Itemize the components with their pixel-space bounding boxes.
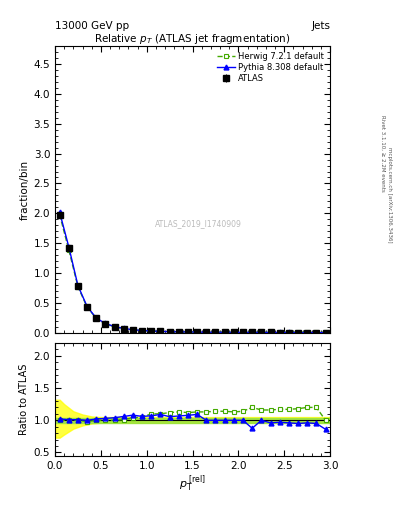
Herwig 7.2.1 default: [250, 329, 255, 335]
Herwig 7.2.1 default: [85, 304, 90, 310]
Herwig 7.2.1 default: [213, 329, 218, 335]
Herwig 7.2.1 default: [167, 329, 172, 335]
Herwig 7.2.1 default: [66, 247, 71, 253]
Pythia 8.308 default: [231, 329, 236, 335]
Pythia 8.308 default: [204, 329, 209, 335]
Text: ATLAS_2019_I1740909: ATLAS_2019_I1740909: [154, 219, 242, 228]
Pythia 8.308 default: [176, 329, 181, 335]
Pythia 8.308 default: [75, 283, 80, 289]
Herwig 7.2.1 default: [241, 329, 245, 335]
Herwig 7.2.1 default: [204, 329, 209, 335]
Pythia 8.308 default: [57, 209, 62, 215]
Pythia 8.308 default: [268, 329, 273, 335]
Pythia 8.308 default: [213, 329, 218, 335]
Pythia 8.308 default: [149, 328, 154, 334]
Pythia 8.308 default: [94, 315, 99, 321]
Herwig 7.2.1 default: [185, 329, 190, 335]
Herwig 7.2.1 default: [130, 327, 135, 333]
X-axis label: $p_{\rm T}^{\;\rm [rel]}$: $p_{\rm T}^{\;\rm [rel]}$: [179, 473, 206, 494]
Herwig 7.2.1 default: [305, 329, 310, 335]
Herwig 7.2.1 default: [176, 329, 181, 335]
Pythia 8.308 default: [130, 327, 135, 333]
Herwig 7.2.1 default: [286, 329, 291, 335]
Pythia 8.308 default: [222, 329, 227, 335]
Pythia 8.308 default: [259, 329, 264, 335]
Pythia 8.308 default: [286, 329, 291, 335]
Herwig 7.2.1 default: [323, 329, 328, 335]
Text: mcplots.cern.ch [arXiv:1306.3436]: mcplots.cern.ch [arXiv:1306.3436]: [387, 147, 391, 242]
Herwig 7.2.1 default: [112, 324, 117, 330]
Pythia 8.308 default: [66, 244, 71, 250]
Pythia 8.308 default: [112, 324, 117, 330]
Pythia 8.308 default: [305, 329, 310, 335]
Text: Rivet 3.1.10, ≥ 2.2M events: Rivet 3.1.10, ≥ 2.2M events: [381, 115, 386, 192]
Herwig 7.2.1 default: [268, 329, 273, 335]
Pythia 8.308 default: [158, 328, 163, 334]
Line: Pythia 8.308 default: Pythia 8.308 default: [57, 210, 328, 335]
Herwig 7.2.1 default: [57, 211, 62, 218]
Pythia 8.308 default: [167, 329, 172, 335]
Herwig 7.2.1 default: [231, 329, 236, 335]
Herwig 7.2.1 default: [222, 329, 227, 335]
Title: Relative $p_{T}$ (ATLAS jet fragmentation): Relative $p_{T}$ (ATLAS jet fragmentatio…: [94, 32, 291, 46]
Pythia 8.308 default: [121, 326, 126, 332]
Herwig 7.2.1 default: [314, 329, 319, 335]
Herwig 7.2.1 default: [75, 284, 80, 290]
Text: Jets: Jets: [311, 20, 330, 31]
Pythia 8.308 default: [185, 329, 190, 335]
Y-axis label: Ratio to ATLAS: Ratio to ATLAS: [19, 364, 29, 435]
Y-axis label: fraction/bin: fraction/bin: [19, 159, 29, 220]
Pythia 8.308 default: [314, 329, 319, 335]
Herwig 7.2.1 default: [140, 328, 145, 334]
Pythia 8.308 default: [277, 329, 282, 335]
Herwig 7.2.1 default: [277, 329, 282, 335]
Pythia 8.308 default: [296, 329, 300, 335]
Herwig 7.2.1 default: [149, 328, 154, 334]
Text: 13000 GeV pp: 13000 GeV pp: [55, 20, 129, 31]
Legend: Herwig 7.2.1 default, Pythia 8.308 default, ATLAS: Herwig 7.2.1 default, Pythia 8.308 defau…: [215, 50, 326, 85]
Pythia 8.308 default: [103, 321, 108, 327]
Line: Herwig 7.2.1 default: Herwig 7.2.1 default: [57, 212, 328, 335]
Pythia 8.308 default: [140, 328, 145, 334]
Herwig 7.2.1 default: [121, 326, 126, 332]
Pythia 8.308 default: [195, 329, 200, 335]
Pythia 8.308 default: [250, 329, 255, 335]
Herwig 7.2.1 default: [259, 329, 264, 335]
Herwig 7.2.1 default: [296, 329, 300, 335]
Pythia 8.308 default: [85, 304, 90, 310]
Herwig 7.2.1 default: [94, 315, 99, 322]
Herwig 7.2.1 default: [158, 328, 163, 334]
Pythia 8.308 default: [323, 330, 328, 336]
Herwig 7.2.1 default: [103, 321, 108, 327]
Pythia 8.308 default: [241, 329, 245, 335]
Herwig 7.2.1 default: [195, 329, 200, 335]
